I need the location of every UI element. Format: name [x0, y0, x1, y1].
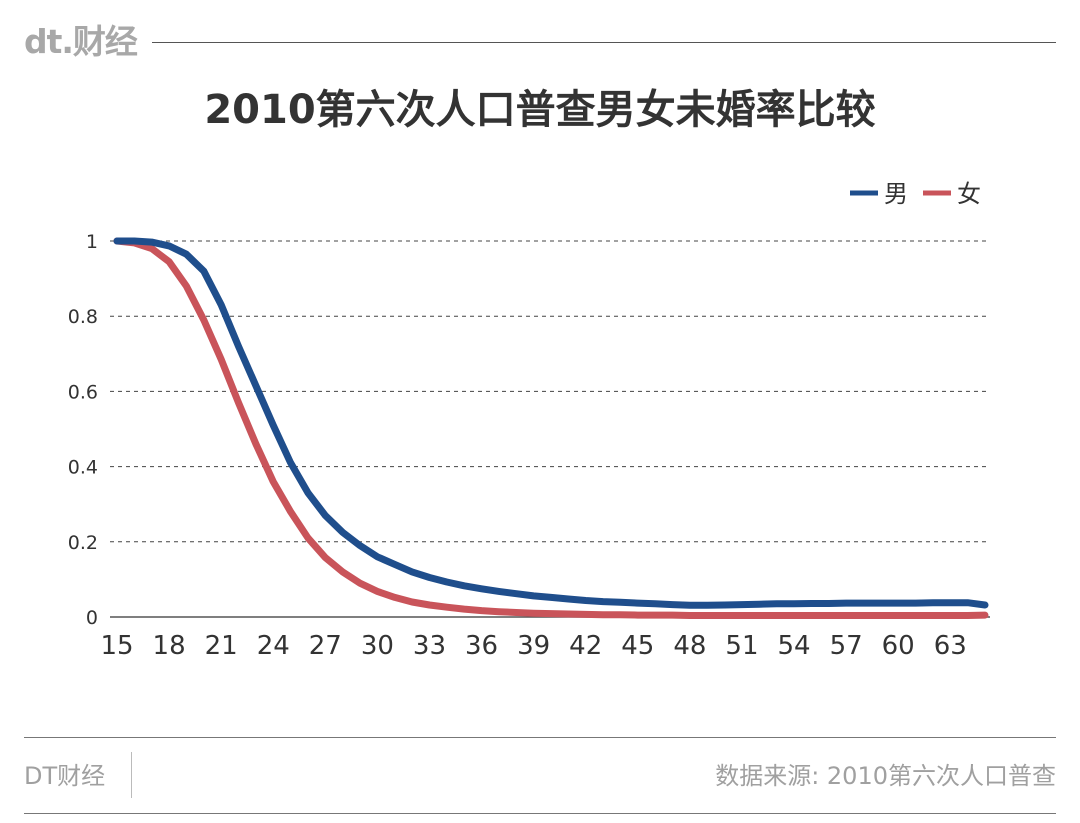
legend-label-female: 女	[957, 180, 981, 208]
footer-bottom-rule	[24, 813, 1056, 814]
x-tick-label: 57	[830, 631, 863, 661]
x-tick-label: 36	[465, 631, 498, 661]
x-tick-label: 42	[569, 631, 602, 661]
x-tick-label: 15	[100, 631, 133, 661]
x-tick-label: 33	[413, 631, 446, 661]
legend: 男女	[850, 180, 981, 208]
x-tick-label: 48	[673, 631, 706, 661]
x-tick-label: 18	[153, 631, 186, 661]
footer-divider	[131, 752, 132, 798]
x-tick-label: 27	[309, 631, 342, 661]
y-tick-label: 0	[86, 607, 98, 629]
series-line-male	[113, 237, 989, 609]
legend-label-male: 男	[884, 180, 908, 208]
gridlines	[110, 240, 990, 618]
x-tick-label: 30	[361, 631, 394, 661]
y-tick-label: 0.6	[68, 381, 98, 403]
y-tick-label: 0.8	[68, 306, 98, 328]
y-tick-label: 0.2	[68, 532, 98, 554]
x-tick-label: 63	[934, 631, 967, 661]
y-tick-label: 1	[86, 231, 98, 253]
x-tick-label: 24	[257, 631, 290, 661]
footer-brand: DT财经	[24, 762, 106, 790]
y-axis-ticks: 0 0.2 0.4 0.6 0.8 1	[68, 231, 98, 629]
y-tick-label: 0.4	[68, 457, 98, 479]
x-tick-label: 21	[205, 631, 238, 661]
series-lines	[113, 237, 989, 619]
x-tick-label: 51	[725, 631, 758, 661]
series-line-female	[113, 237, 989, 619]
x-tick-label: 45	[621, 631, 654, 661]
header-rule	[152, 42, 1056, 43]
x-axis-ticks: 15 18 21 24 27 30 33 36 39 42 45 48 51 54 57 60 63	[100, 631, 966, 661]
chart-title: 2010第六次人口普查男女未婚率比较	[204, 87, 876, 133]
brand-logo: dt.财经	[24, 22, 138, 61]
footer-top-rule	[24, 737, 1056, 738]
x-tick-label: 54	[777, 631, 810, 661]
x-tick-label: 60	[882, 631, 915, 661]
x-tick-label: 39	[517, 631, 550, 661]
data-source-note: 数据来源: 2010第六次人口普查	[715, 762, 1056, 790]
